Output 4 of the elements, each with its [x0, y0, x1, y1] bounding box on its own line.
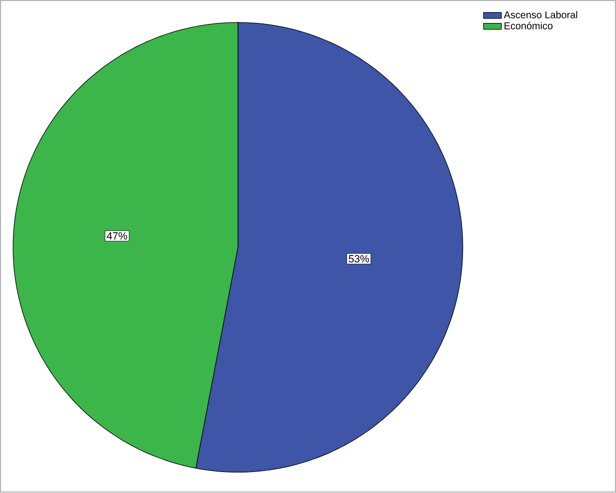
- legend-label: Económico: [504, 22, 553, 30]
- data-label: 53%: [348, 255, 369, 263]
- data-label: 47%: [106, 232, 128, 240]
- legend-label: Ascenso Laboral: [504, 11, 578, 19]
